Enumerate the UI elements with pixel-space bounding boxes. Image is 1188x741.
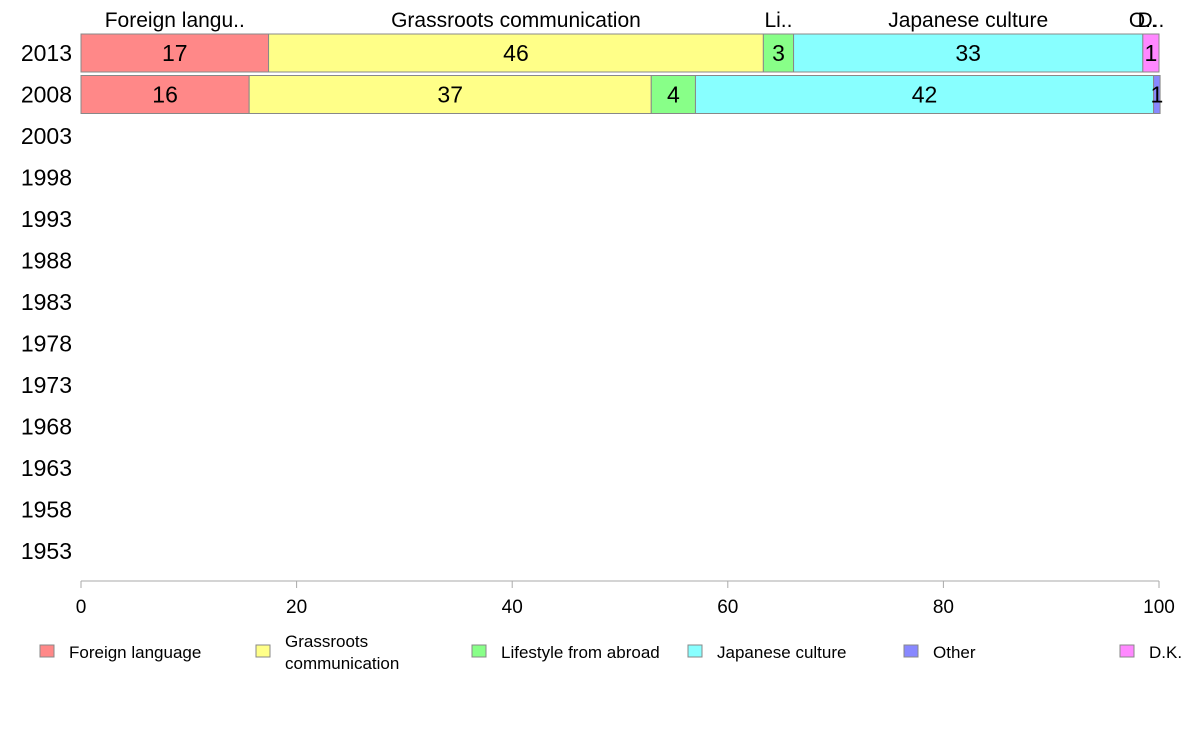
bar-2008-lifestyle-from-abroad <box>650 75 696 114</box>
legend-label: Grassroots <box>285 632 368 651</box>
bar-2008-foreign-language <box>80 75 250 114</box>
bar-value-label: 17 <box>162 40 188 66</box>
category-header-grassroots-communication: Grassroots communication <box>391 9 641 32</box>
year-label-1963: 1963 <box>21 455 72 481</box>
year-label-1958: 1958 <box>21 497 72 523</box>
category-header-japanese-culture: Japanese culture <box>888 9 1048 32</box>
bar-value-label: 16 <box>152 82 178 108</box>
legend-swatch <box>687 644 703 658</box>
legend-label: communication <box>285 654 399 673</box>
year-label-1998: 1998 <box>21 165 72 191</box>
bar-value-label: 33 <box>955 40 981 66</box>
legend-swatch <box>39 644 55 658</box>
bar-2008-japanese-culture <box>694 75 1155 114</box>
x-tick-label: 40 <box>502 597 523 618</box>
bar-value-label: 4 <box>667 82 680 108</box>
legend-swatch <box>255 644 271 658</box>
year-label-1953: 1953 <box>21 538 72 564</box>
legend-label: Japanese culture <box>717 643 846 662</box>
x-tick-label: 100 <box>1143 597 1175 618</box>
bar-value-label: 42 <box>912 82 938 108</box>
x-tick-label: 80 <box>933 597 954 618</box>
bar-2008-grassroots-communication <box>248 75 652 114</box>
year-label-1983: 1983 <box>21 289 72 315</box>
bar-2008-other <box>1153 75 1161 114</box>
year-label-1973: 1973 <box>21 372 72 398</box>
category-header-foreign-language: Foreign langu.. <box>105 9 245 32</box>
category-header-other: O.. <box>1129 9 1157 32</box>
bar-value-label: 37 <box>437 82 463 108</box>
year-label-1993: 1993 <box>21 206 72 232</box>
x-tick-label: 0 <box>76 597 87 618</box>
bar-value-label: 1 <box>1150 82 1163 108</box>
year-label-2003: 2003 <box>21 123 72 149</box>
category-header-labels: Foreign langu.. Grassroots communication L… <box>105 9 1165 32</box>
bar-value-label: 1 <box>1145 40 1158 66</box>
year-label-2013: 2013 <box>21 40 72 66</box>
x-tick-label: 20 <box>286 597 307 618</box>
legend: Foreign language Grassroots communication L… <box>39 632 1182 673</box>
bar-value-label: 46 <box>503 40 529 66</box>
legend-label: D.K. <box>1149 643 1182 662</box>
year-label-1968: 1968 <box>21 414 72 440</box>
x-axis: 0 20 40 60 80 100 <box>76 580 1175 618</box>
legend-swatch <box>903 644 919 658</box>
year-label-2008: 2008 <box>21 82 72 108</box>
legend-swatch <box>471 644 487 658</box>
year-label-1988: 1988 <box>21 248 72 274</box>
x-tick-label: 60 <box>717 597 738 618</box>
year-label-1978: 1978 <box>21 331 72 357</box>
category-header-lifestyle-from-abroad: Li.. <box>764 9 792 32</box>
bar-value-label: 3 <box>772 40 785 66</box>
legend-swatch <box>1119 644 1135 658</box>
legend-label: Other <box>933 643 976 662</box>
bar-2013-grassroots-communication <box>268 33 764 73</box>
year-axis-labels: 2013 2008 2003 1998 1993 1988 1983 1978 1973 1968… <box>21 40 72 564</box>
category-header-d-k-: D.. <box>1137 9 1164 32</box>
legend-label: Foreign language <box>69 643 201 662</box>
bar-2013-d-k- <box>1142 33 1160 73</box>
legend-label: Lifestyle from abroad <box>501 643 660 662</box>
bar-segments: 17 46 3 33 116 37 4 42 1 <box>80 33 1163 114</box>
